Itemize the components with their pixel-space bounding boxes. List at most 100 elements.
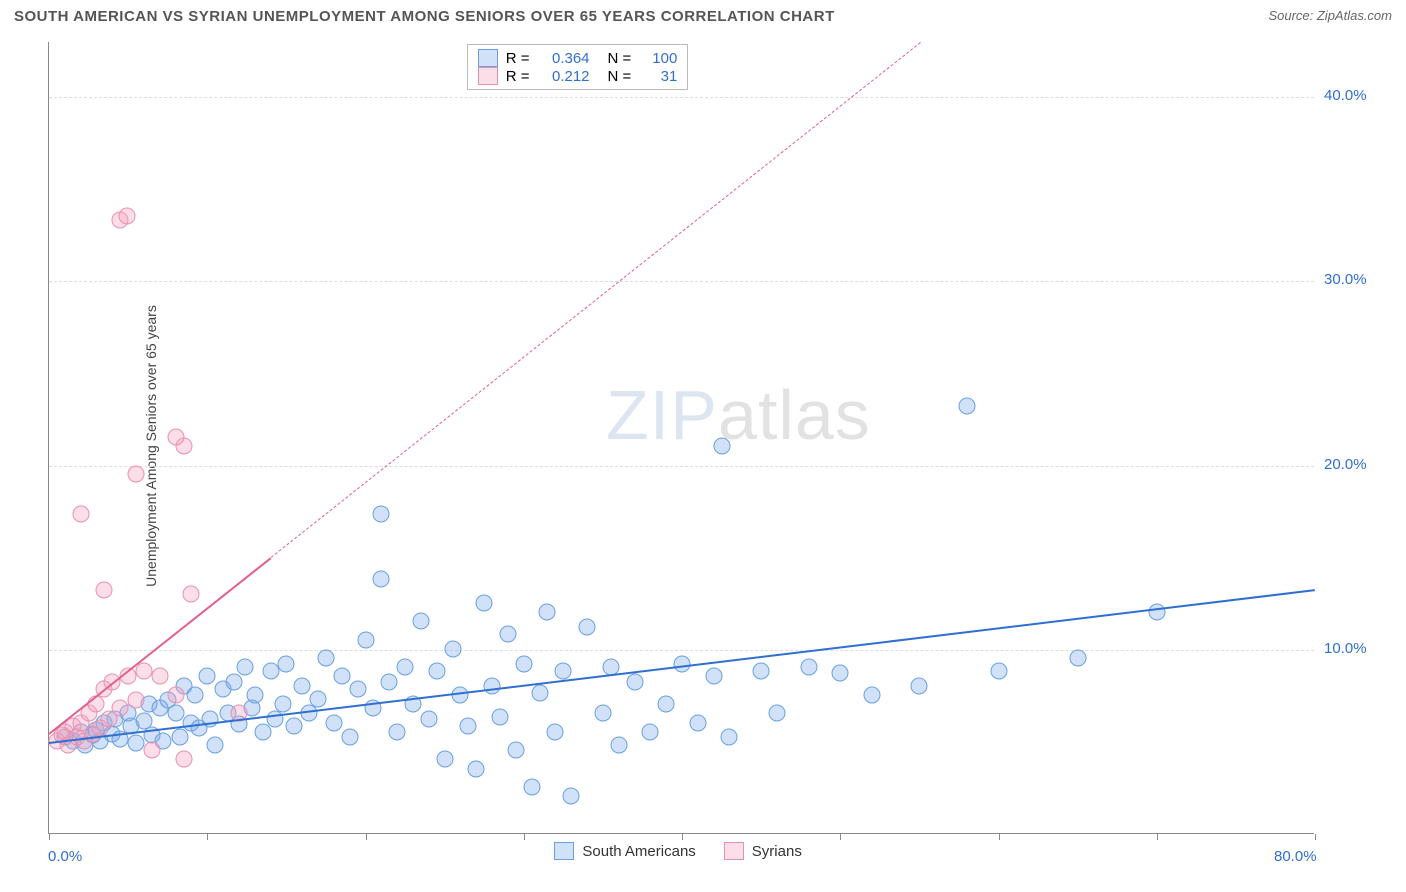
data-point (523, 778, 540, 795)
x-tick (1315, 834, 1316, 840)
x-tick (366, 834, 367, 840)
data-point (547, 723, 564, 740)
x-tick (999, 834, 1000, 840)
data-point (172, 729, 189, 746)
data-point (128, 692, 145, 709)
data-point (72, 506, 89, 523)
data-point (183, 585, 200, 602)
data-point (167, 429, 184, 446)
data-point (539, 603, 556, 620)
x-tick-label: 0.0% (48, 848, 82, 865)
x-tick (1157, 834, 1158, 840)
data-point (674, 655, 691, 672)
data-point (753, 662, 770, 679)
data-point (492, 708, 509, 725)
data-point (713, 438, 730, 455)
chart-header: SOUTH AMERICAN VS SYRIAN UNEMPLOYMENT AM… (0, 0, 1406, 40)
data-point (689, 714, 706, 731)
data-point (341, 729, 358, 746)
data-point (436, 751, 453, 768)
data-point (484, 677, 501, 694)
data-point (294, 677, 311, 694)
data-point (237, 659, 254, 676)
data-point (642, 723, 659, 740)
data-point (705, 668, 722, 685)
data-point (531, 685, 548, 702)
gridline-h (49, 650, 1314, 651)
data-point (658, 696, 675, 713)
data-point (832, 664, 849, 681)
data-point (990, 662, 1007, 679)
data-point (317, 650, 334, 667)
data-point (275, 696, 292, 713)
x-tick-label: 80.0% (1274, 848, 1317, 865)
data-point (226, 673, 243, 690)
legend-item: Syrians (724, 842, 802, 860)
data-point (262, 662, 279, 679)
data-point (357, 631, 374, 648)
chart-title: SOUTH AMERICAN VS SYRIAN UNEMPLOYMENT AM… (14, 8, 835, 25)
data-point (373, 570, 390, 587)
data-point (207, 736, 224, 753)
data-point (499, 626, 516, 643)
data-point (128, 734, 145, 751)
gridline-h (49, 281, 1314, 282)
data-point (278, 655, 295, 672)
x-tick (49, 834, 50, 840)
series-legend: South Americans Syrians (554, 842, 801, 860)
data-point (768, 705, 785, 722)
data-point (112, 699, 129, 716)
y-tick-label: 40.0% (1324, 87, 1394, 104)
data-point (863, 686, 880, 703)
data-point (310, 690, 327, 707)
data-point (254, 723, 271, 740)
data-point (515, 655, 532, 672)
data-point (958, 397, 975, 414)
data-point (175, 751, 192, 768)
data-point (579, 618, 596, 635)
data-point (594, 705, 611, 722)
data-point (428, 662, 445, 679)
watermark: ZIPatlas (606, 375, 871, 455)
legend-swatch (478, 67, 498, 85)
y-tick-label: 20.0% (1324, 456, 1394, 473)
data-point (167, 705, 184, 722)
data-point (349, 681, 366, 698)
data-point (626, 673, 643, 690)
legend-stat-row: R =0.364N =100 (478, 49, 678, 67)
data-point (444, 640, 461, 657)
legend-swatch (724, 842, 744, 860)
legend-label: South Americans (582, 843, 695, 860)
gridline-h (49, 97, 1314, 98)
data-point (389, 723, 406, 740)
source-attribution: Source: ZipAtlas.com (1268, 8, 1392, 23)
legend-label: Syrians (752, 843, 802, 860)
gridline-h (49, 466, 1314, 467)
data-point (286, 718, 303, 735)
legend-stat-row: R =0.212N =31 (478, 67, 678, 85)
data-point (128, 465, 145, 482)
data-point (563, 788, 580, 805)
data-point (1148, 603, 1165, 620)
data-point (118, 207, 135, 224)
x-tick (524, 834, 525, 840)
data-point (468, 760, 485, 777)
data-point (199, 668, 216, 685)
trend-line (270, 42, 920, 558)
data-point (246, 686, 263, 703)
legend-item: South Americans (554, 842, 695, 860)
data-point (373, 506, 390, 523)
plot-area: ZIPatlas R =0.364N =100R =0.212N =31 (48, 42, 1314, 834)
x-tick (840, 834, 841, 840)
legend-swatch (554, 842, 574, 860)
data-point (420, 710, 437, 727)
data-point (800, 659, 817, 676)
data-point (135, 662, 152, 679)
x-tick (682, 834, 683, 840)
data-point (555, 662, 572, 679)
data-point (721, 729, 738, 746)
legend-swatch (478, 49, 498, 67)
y-tick-label: 10.0% (1324, 640, 1394, 657)
data-point (460, 718, 477, 735)
data-point (186, 686, 203, 703)
